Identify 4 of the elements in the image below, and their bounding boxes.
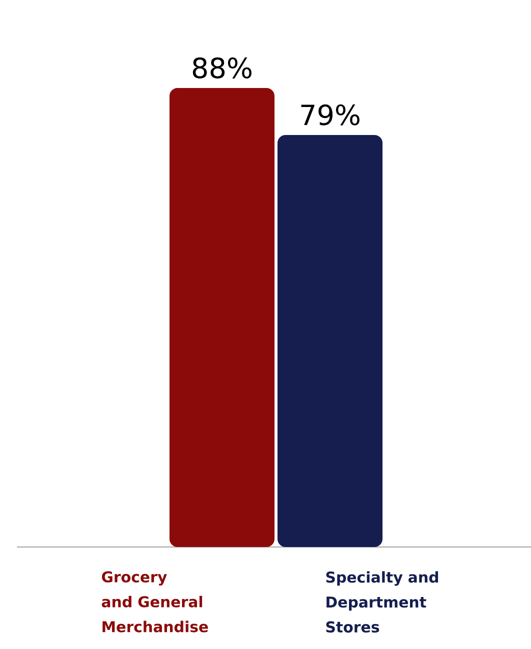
data-label: 79% [301,104,360,126]
data-label: 88% [192,57,252,78]
x-tick-label: Specialty and Department Stores [326,571,438,633]
x-tick-label: Grocery and General Merchandise [102,571,208,632]
